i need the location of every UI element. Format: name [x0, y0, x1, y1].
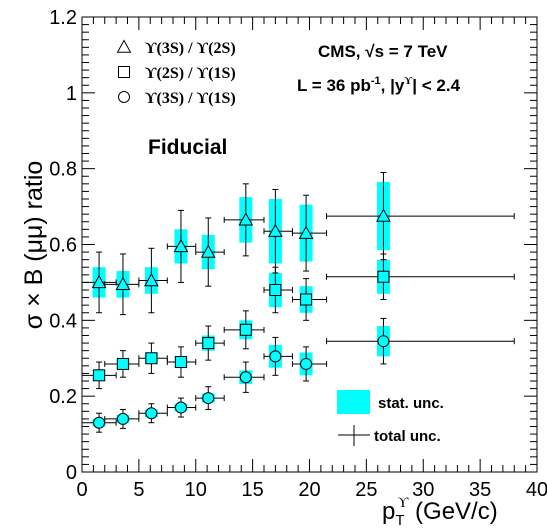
x-axis-label-symbol: p: [382, 498, 395, 525]
error-bars-layer: [81, 171, 515, 433]
annotation-rapidity-cut: | < 2.4: [412, 76, 460, 95]
legend-total-label: total unc.: [374, 428, 441, 445]
y-tick-label: 0.4: [49, 310, 77, 332]
annotation-lumi-suffix: , |y: [381, 76, 405, 95]
annotation-luminosity: L = 36 pb-1, |yϒ| < 2.4: [297, 75, 461, 95]
data-point: [200, 244, 216, 258]
legend-marker: [118, 66, 130, 78]
x-axis-label-sup: ϒ: [398, 495, 409, 511]
x-tick-label: 15: [242, 479, 264, 501]
data-point: [202, 337, 215, 350]
x-axis-label-sub: T: [395, 512, 404, 529]
data-point: [144, 272, 159, 287]
data-point: [239, 371, 252, 384]
annotation-region: Fiducial: [148, 136, 227, 159]
data-point: [300, 293, 313, 306]
data-point: [377, 335, 390, 348]
legend-label: ϒ(3S) / ϒ(1S): [145, 90, 236, 107]
annotation-rapidity-sup: ϒ: [404, 75, 412, 87]
data-point: [202, 392, 215, 405]
data-point: [173, 238, 189, 253]
data-point: [269, 284, 282, 296]
data-point: [268, 223, 283, 237]
data-point: [239, 323, 252, 336]
y-tick-label: 1: [66, 83, 77, 105]
data-point: [269, 350, 282, 363]
y-tick-label: 0.2: [49, 386, 77, 408]
data-point: [93, 416, 106, 429]
legend-stat-swatch: [337, 390, 370, 414]
data-point: [115, 276, 131, 291]
legend-marker: [118, 91, 130, 103]
y-tick-label: 0.8: [49, 159, 77, 181]
data-point: [298, 225, 314, 239]
x-axis-label: pTϒ (GeV/c): [382, 495, 498, 529]
x-tick-label: 10: [185, 479, 207, 501]
data-point: [145, 407, 158, 420]
markers-layer: [91, 208, 391, 429]
x-tick-label: 5: [133, 479, 144, 501]
x-tick-label: 0: [76, 479, 87, 501]
uncertainty-legend: stat. unc. total unc.: [337, 390, 444, 446]
legend-stat-label: stat. unc.: [378, 395, 444, 412]
data-point: [377, 270, 390, 283]
series-legend: ϒ(3S) / ϒ(2S) ϒ(2S) / ϒ(1S) ϒ(3S) / ϒ(1S): [116, 39, 236, 107]
data-point: [174, 356, 187, 369]
x-tick-label: 25: [355, 479, 377, 501]
data-point: [300, 357, 313, 370]
y-tick-label: 0.6: [49, 235, 77, 257]
data-point: [116, 357, 129, 370]
data-point: [238, 212, 254, 226]
stat-bands-layer: [92, 181, 390, 427]
data-point: [116, 412, 129, 425]
axis-ticks-layer: 0 5 10 15 20 25 30 35 40 0 0.2 0.4 0.6 0.8 1 1.2: [49, 7, 547, 501]
annotation-experiment: CMS, √s = 7 TeV: [318, 42, 448, 61]
legend-label: ϒ(3S) / ϒ(2S): [145, 40, 236, 57]
annotation-lumi-sup: -1: [371, 75, 381, 87]
y-tick-label: 1.2: [49, 7, 77, 29]
x-tick-label: 20: [298, 479, 320, 501]
annotation-lumi-prefix: L = 36 pb: [297, 76, 371, 95]
x-axis-label-unit: (GeV/c): [408, 498, 497, 525]
data-point: [91, 274, 107, 289]
x-tick-label: 40: [526, 479, 547, 501]
legend-label: ϒ(2S) / ϒ(1S): [145, 65, 236, 82]
data-point: [93, 369, 106, 382]
x-tick-label: 35: [469, 479, 491, 501]
y-tick-label: 0: [66, 462, 77, 484]
legend-marker: [116, 39, 132, 53]
x-tick-label: 30: [412, 479, 434, 501]
annotation-experiment-name: CMS,: [318, 42, 365, 61]
data-point: [145, 352, 158, 365]
data-point: [376, 208, 391, 222]
annotation-sqrt-s: √s = 7 TeV: [365, 42, 448, 61]
y-axis-label: σ × B (μμ) ratio: [20, 161, 48, 330]
data-point: [174, 401, 187, 414]
